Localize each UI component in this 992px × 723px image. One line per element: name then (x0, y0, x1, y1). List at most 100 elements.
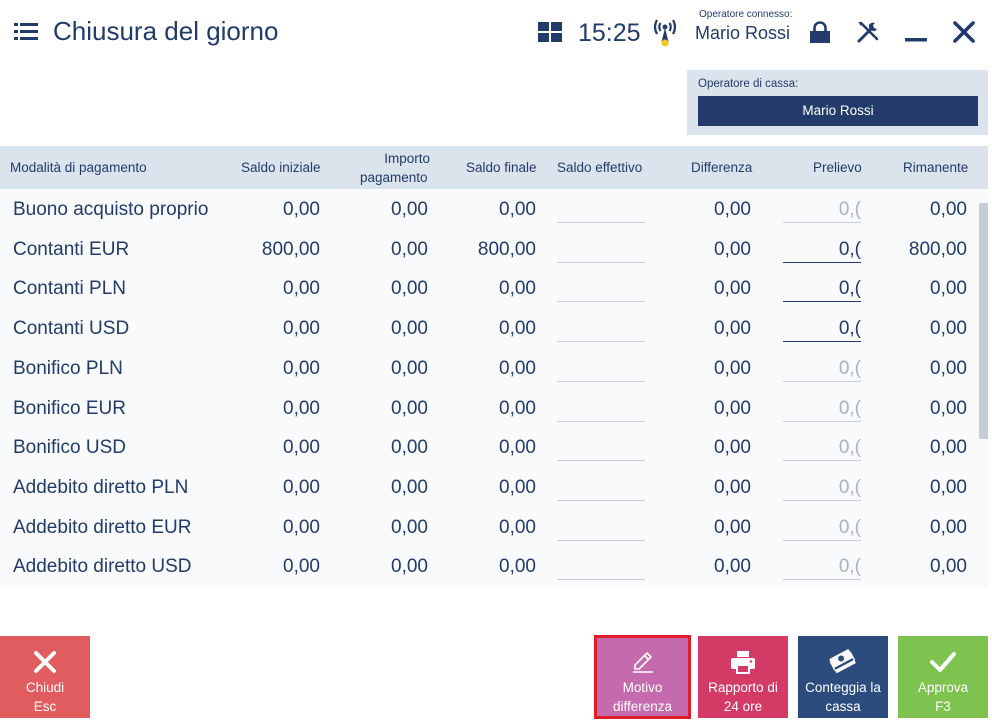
report-24h-label: Rapporto di 24 ore (698, 678, 788, 716)
table-row[interactable]: Bonifico USD 0,00 0,00 0,00 0,00 0,(0,00 (0, 428, 988, 468)
prelievo-input[interactable]: 0,( (783, 556, 861, 581)
rimanente-value: 0,00 (930, 437, 967, 459)
differenza-value: 0,00 (714, 199, 751, 220)
rimanente-value: 0,00 (930, 397, 967, 419)
prelievo-input[interactable]: 0,( (783, 477, 861, 501)
payment-method-name: Buono acquisto proprio (13, 199, 209, 220)
prelievo-input[interactable]: 0,( (783, 318, 861, 343)
prelievo-input[interactable]: 0,( (783, 358, 861, 382)
rimanente-value: 0,00 (930, 556, 967, 578)
count-cash-label: Conteggia la cassa (798, 678, 888, 716)
close-day-label: Chiudi Esc (0, 678, 90, 716)
differenza-value: 0,00 (714, 437, 751, 459)
saldo-effettivo-input[interactable] (557, 477, 645, 501)
differenza-value: 0,00 (714, 238, 751, 260)
minimize-icon[interactable] (905, 20, 927, 44)
saldo-finale-value: 0,00 (499, 437, 536, 459)
saldo-effettivo-input[interactable] (557, 437, 645, 462)
saldo-iniziale-value: 0,00 (283, 556, 320, 578)
prelievo-input[interactable]: 0,( (783, 517, 861, 541)
column-saldo-iniziale: Saldo iniziale (241, 160, 321, 175)
approve-label-line1: Approva (917, 680, 969, 695)
saldo-effettivo-input[interactable] (557, 358, 645, 382)
approve-label-line2: F3 (935, 699, 951, 714)
grid-icon[interactable] (538, 22, 562, 42)
table-body: Buono acquisto proprio 0,00 0,00 0,00 0,00 0,… (0, 189, 988, 587)
table-row[interactable]: Addebito diretto PLN 0,00 0,00 0,00 0,00 0,(0… (0, 468, 988, 508)
column-importo: Importo (384, 151, 430, 167)
saldo-effettivo-input[interactable] (557, 318, 645, 343)
clock: 15:25 (578, 19, 641, 47)
printer-icon (729, 648, 757, 676)
menu-icon[interactable] (14, 22, 38, 42)
checkmark-icon (929, 648, 957, 676)
close-day-button[interactable]: Chiudi Esc (0, 636, 90, 718)
table-row[interactable]: Bonifico PLN 0,00 0,00 0,00 0,00 0,(0,00 (0, 349, 988, 389)
saldo-iniziale-value: 0,00 (283, 516, 320, 538)
count-cash-label-line2: cassa (825, 699, 861, 714)
table-row[interactable]: Contanti EUR 800,00 0,00 800,00 0,00 0,(800,0… (0, 230, 988, 270)
saldo-finale-value: 0,00 (499, 357, 536, 379)
table-row[interactable]: Buono acquisto proprio 0,00 0,00 0,00 0,00 0,… (0, 190, 988, 230)
differenza-value: 0,00 (714, 556, 751, 578)
saldo-effettivo-input[interactable] (557, 556, 645, 581)
approve-button[interactable]: Approva F3 (898, 636, 988, 718)
table-row[interactable]: Addebito diretto EUR 0,00 0,00 0,00 0,00 0,(0… (0, 508, 988, 548)
saldo-finale-value: 0,00 (499, 397, 536, 419)
payment-method-name: Addebito diretto USD (13, 556, 192, 578)
pencil-icon (629, 648, 657, 676)
importo-pagamento-value: 0,00 (391, 516, 428, 538)
tools-icon[interactable] (856, 20, 880, 44)
rimanente-value: 0,00 (930, 357, 967, 379)
saldo-iniziale-value: 0,00 (283, 437, 320, 459)
prelievo-input[interactable]: 0,( (783, 239, 861, 263)
table-row[interactable]: Addebito diretto USD 0,00 0,00 0,00 0,00 0,( 0… (0, 547, 988, 587)
column-saldo-finale: Saldo finale (466, 160, 537, 175)
saldo-finale-value: 0,00 (499, 278, 536, 300)
importo-pagamento-value: 0,00 (391, 357, 428, 379)
difference-reason-label-line2: differenza (612, 699, 673, 714)
prelievo-input[interactable]: 0,( (783, 199, 861, 223)
count-cash-button[interactable]: Conteggia la cassa (798, 636, 888, 718)
payment-method-name: Addebito diretto EUR (13, 516, 192, 538)
prelievo-input[interactable]: 0,( (783, 398, 861, 422)
saldo-iniziale-value: 0,00 (283, 476, 320, 498)
table-header: Modalità di pagamento Saldo iniziale Imp… (0, 146, 988, 189)
saldo-finale-value: 0,00 (499, 556, 536, 578)
cashier-select[interactable]: Mario Rossi (698, 96, 978, 126)
prelievo-input[interactable]: 0,( (783, 278, 861, 303)
payment-method-name: Contanti USD (13, 318, 130, 340)
importo-pagamento-value: 0,00 (391, 318, 428, 340)
saldo-effettivo-input[interactable] (557, 278, 645, 303)
lock-icon[interactable] (808, 20, 832, 44)
saldo-effettivo-input[interactable] (557, 239, 645, 263)
table-row[interactable]: Contanti USD 0,00 0,00 0,00 0,00 0,(0,00 (0, 309, 988, 349)
difference-reason-label-line1: Motivo (622, 680, 663, 695)
saldo-iniziale-value: 0,00 (283, 199, 320, 220)
saldo-effettivo-input[interactable] (557, 398, 645, 422)
differenza-value: 0,00 (714, 476, 751, 498)
payment-method-name: Contanti PLN (13, 278, 127, 300)
rimanente-value: 0,00 (930, 476, 967, 498)
rimanente-value: 0,00 (930, 278, 967, 300)
importo-pagamento-value: 0,00 (391, 437, 428, 459)
cashier-label: Operatore di cassa: (698, 78, 799, 90)
operator-label: Operatore connesso: (699, 9, 793, 20)
rimanente-value: 800,00 (908, 238, 967, 260)
difference-reason-button[interactable]: Motivo differenza (594, 635, 691, 719)
prelievo-input[interactable]: 0,( (783, 437, 861, 462)
close-day-label-line2: Esc (33, 699, 57, 714)
report-24h-button[interactable]: Rapporto di 24 ore (698, 636, 788, 718)
saldo-effettivo-input[interactable] (557, 517, 645, 541)
importo-pagamento-value: 0,00 (391, 556, 428, 578)
table-row[interactable]: Contanti PLN 0,00 0,00 0,00 0,00 0,(0,00 (0, 269, 988, 309)
close-icon[interactable] (952, 20, 976, 44)
saldo-effettivo-input[interactable] (557, 199, 645, 223)
table-row[interactable]: Bonifico EUR 0,00 0,00 0,00 0,00 0,(0,00 (0, 389, 988, 429)
payment-method-name: Addebito diretto PLN (13, 476, 189, 498)
header: Chiusura del giorno 15:25 Operatore conn… (0, 0, 992, 64)
scrollbar[interactable] (979, 203, 988, 439)
x-icon (31, 648, 59, 676)
importo-pagamento-value: 0,00 (391, 199, 428, 220)
